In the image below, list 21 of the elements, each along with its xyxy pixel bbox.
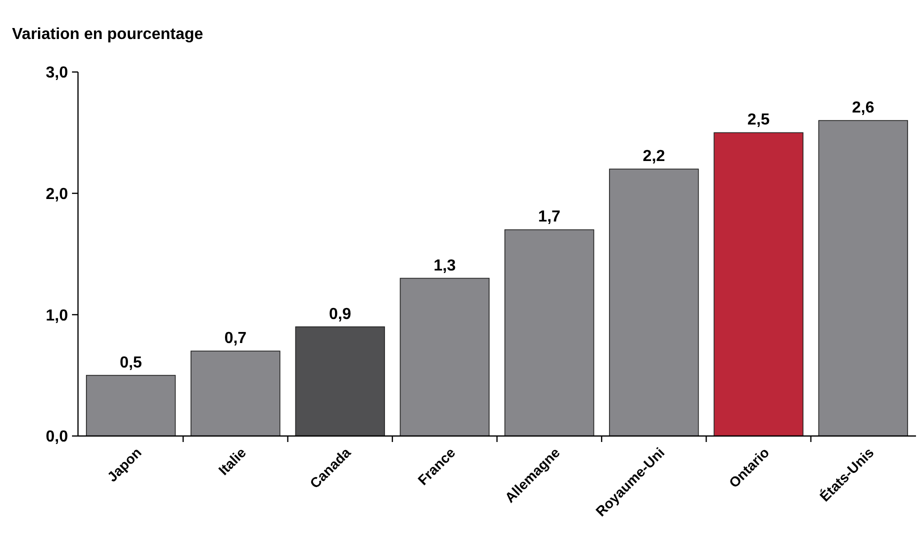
y-tick-label: 0,0 [46,428,68,446]
bar [609,168,699,436]
data-label: 2,2 [642,148,666,166]
y-tick-label: 1,0 [46,307,68,324]
data-label: 0,9 [328,306,352,323]
y-tick-label: 2,0 [46,186,68,203]
bar [400,278,490,436]
data-label: 1,7 [538,208,561,226]
y-axis-title: Variation en pourcentage [12,26,204,43]
data-label: 0,7 [224,330,247,348]
bar [714,132,804,436]
data-label: 0,5 [120,354,142,372]
bar [818,120,908,436]
bar [295,326,385,436]
bar [190,350,280,436]
bar [504,229,594,436]
data-label: 1,3 [434,257,456,274]
y-tick-label: 3,0 [46,64,68,82]
data-label: 2,5 [747,112,770,129]
bar [86,374,176,436]
data-label: 2,6 [852,100,874,117]
